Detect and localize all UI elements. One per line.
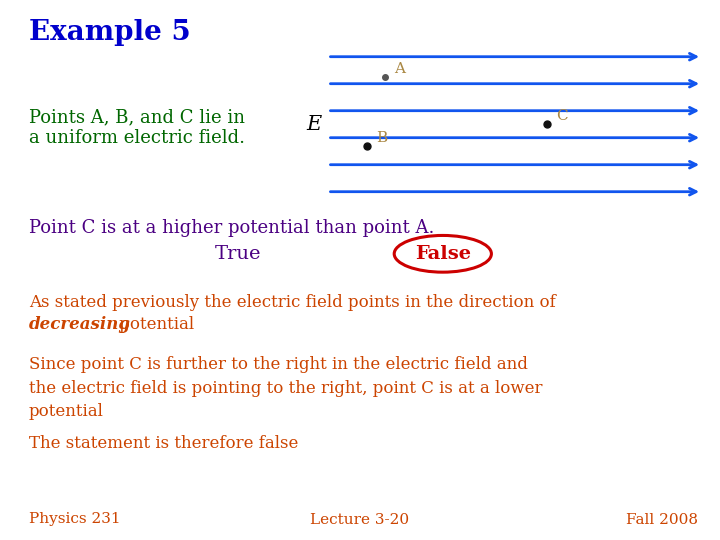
Text: The statement is therefore false: The statement is therefore false: [29, 435, 298, 451]
Text: Lecture 3-20: Lecture 3-20: [310, 512, 410, 526]
Text: B: B: [376, 131, 387, 145]
Text: Points A, B, and C lie in
a uniform electric field.: Points A, B, and C lie in a uniform elec…: [29, 108, 245, 147]
Text: As stated previously the electric field points in the direction of: As stated previously the electric field …: [29, 294, 556, 311]
Text: True: True: [215, 245, 261, 263]
Text: decreasing: decreasing: [29, 316, 131, 333]
Text: Since point C is further to the right in the electric field and
the electric fie: Since point C is further to the right in…: [29, 356, 542, 421]
Text: A: A: [394, 62, 405, 76]
Text: Fall 2008: Fall 2008: [626, 512, 698, 526]
Text: Physics 231: Physics 231: [29, 512, 120, 526]
Text: C: C: [556, 109, 567, 123]
Text: potential: potential: [114, 316, 194, 333]
Text: False: False: [415, 245, 471, 263]
Text: Example 5: Example 5: [29, 19, 191, 46]
Text: Point C is at a higher potential than point A.: Point C is at a higher potential than po…: [29, 219, 434, 237]
Text: E: E: [306, 114, 321, 134]
